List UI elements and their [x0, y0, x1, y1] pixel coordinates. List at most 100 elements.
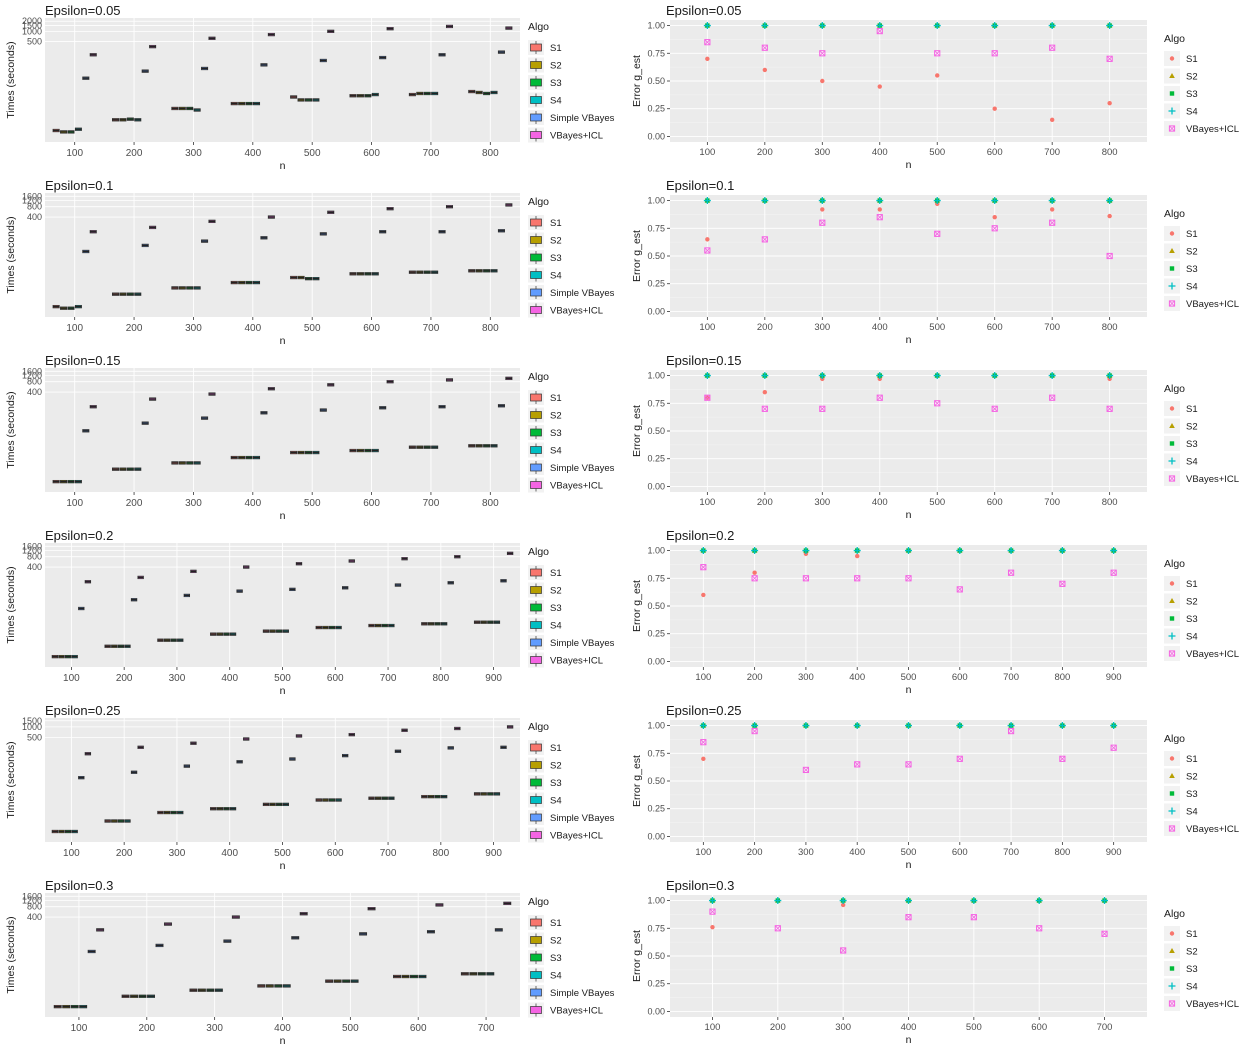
legend-key	[530, 236, 542, 244]
point-s4	[905, 897, 912, 905]
legend-label: S3	[550, 253, 562, 264]
x-axis-title: n	[280, 1035, 286, 1047]
y-tick-label: 400	[27, 387, 42, 397]
y-tick-label: 0.50	[647, 426, 665, 436]
y-tick-label: 0.75	[647, 573, 665, 583]
point-s4	[1110, 547, 1118, 555]
x-tick-label: 500	[304, 498, 321, 509]
point-s4	[1110, 722, 1118, 730]
legend-label: S4	[1186, 282, 1198, 293]
legend-title: Algo	[528, 196, 549, 208]
error-scatter-panel: Epsilon=0.25 0.00 0.25 0.50 0.75 1.00 100 200 30…	[631, 703, 1239, 871]
y-tick-label: 800	[27, 902, 42, 912]
legend-item: S4	[1164, 978, 1198, 994]
legend-key	[1169, 475, 1175, 482]
legend-label: S2	[550, 761, 562, 772]
point-vbayes-icl	[709, 908, 716, 915]
point-vbayes-icl	[819, 219, 826, 226]
y-tick-label: 0.00	[647, 131, 665, 141]
legend-label: S4	[1186, 632, 1198, 643]
legend-key	[1169, 616, 1175, 621]
panel-title: Epsilon=0.3	[666, 878, 734, 893]
legend-item: S1	[1164, 51, 1198, 66]
legend-key	[1168, 125, 1176, 132]
point-s4	[853, 547, 861, 555]
point-vbayes-icl	[854, 761, 861, 768]
error-scatter-panel: Epsilon=0.15 0.00 0.25 0.50 0.75 1.00 100 200 30…	[631, 353, 1239, 521]
x-tick-label: 800	[482, 498, 499, 509]
legend-title: Algo	[1164, 908, 1185, 920]
point-s4	[751, 722, 759, 730]
point-s1	[877, 84, 882, 89]
legend-title: Algo	[528, 721, 549, 733]
x-tick-label: 900	[485, 848, 502, 859]
point-vbayes-icl	[761, 236, 768, 243]
legend-label: S2	[1186, 772, 1198, 783]
legend-item: S3	[1164, 86, 1198, 101]
legend-label: VBayes+ICL	[550, 1006, 603, 1017]
legend-key	[530, 971, 542, 979]
x-tick-label: 800	[1102, 322, 1118, 333]
x-tick-label: 200	[757, 322, 773, 333]
point-vbayes-icl	[704, 394, 711, 401]
legend-label: S2	[550, 61, 562, 72]
legend-item: S4	[528, 792, 562, 808]
point-s4	[703, 372, 711, 380]
legend-title: Algo	[1164, 383, 1185, 395]
point-vbayes-icl	[905, 761, 912, 768]
legend-item: Simple VBayes	[528, 110, 615, 125]
y-tick-label: 1600	[22, 366, 42, 376]
legend-key	[530, 61, 542, 69]
y-tick-label: 1000	[22, 722, 42, 732]
x-tick-label: 300	[835, 1022, 851, 1033]
point-vbayes-icl	[709, 908, 716, 915]
x-tick-label: 500	[342, 1023, 359, 1034]
point-s4	[818, 372, 826, 380]
point-s4	[853, 722, 861, 730]
y-tick-label: 1600	[22, 891, 42, 901]
legend-key	[1168, 807, 1176, 815]
legend-key	[530, 568, 542, 577]
point-vbayes-icl	[1101, 930, 1108, 937]
x-tick-label: 700	[380, 673, 397, 684]
legend-item: S2	[528, 57, 562, 73]
x-tick-label: 700	[1097, 1022, 1113, 1033]
legend-item: S3	[1164, 961, 1198, 976]
x-tick-label: 600	[952, 672, 968, 683]
x-axis-title: n	[280, 160, 286, 172]
point-vbayes-icl	[876, 394, 883, 401]
legend-item: S3	[528, 425, 562, 440]
legend-item: S1	[1164, 576, 1198, 591]
legend-key	[1169, 266, 1175, 271]
x-tick-label: 100	[699, 497, 715, 508]
x-tick-label: 500	[274, 673, 291, 684]
legend-key	[1169, 791, 1175, 796]
legend-label: S1	[550, 568, 562, 579]
x-axis-title: n	[280, 860, 286, 872]
y-tick-label: 0.25	[647, 104, 665, 114]
legend-key	[1169, 581, 1175, 586]
point-vbayes-icl	[991, 225, 998, 232]
point-vbayes-icl	[956, 755, 963, 762]
legend-item: VBayes+ICL	[528, 302, 603, 318]
legend-item: VBayes+ICL	[528, 827, 603, 843]
legend-item: S4	[1164, 628, 1198, 644]
point-vbayes-icl	[1049, 44, 1056, 51]
point-vbayes-icl	[956, 586, 963, 593]
point-vbayes-icl	[970, 914, 977, 921]
y-axis-title: Times (seconds)	[5, 566, 17, 643]
point-s4	[802, 547, 810, 555]
legend-key	[530, 638, 542, 647]
legend-key	[530, 796, 542, 804]
legend-item: S1	[528, 565, 562, 580]
legend-key	[530, 936, 542, 944]
point-s4	[876, 22, 884, 30]
legend-key	[1169, 73, 1175, 78]
point-vbayes-icl	[876, 394, 883, 401]
legend-key	[1169, 406, 1175, 411]
point-vbayes-icl	[1049, 44, 1056, 51]
legend-label: S4	[550, 971, 562, 982]
legend-key	[530, 218, 542, 227]
point-s4	[956, 722, 964, 730]
point-vbayes-icl	[840, 947, 847, 954]
